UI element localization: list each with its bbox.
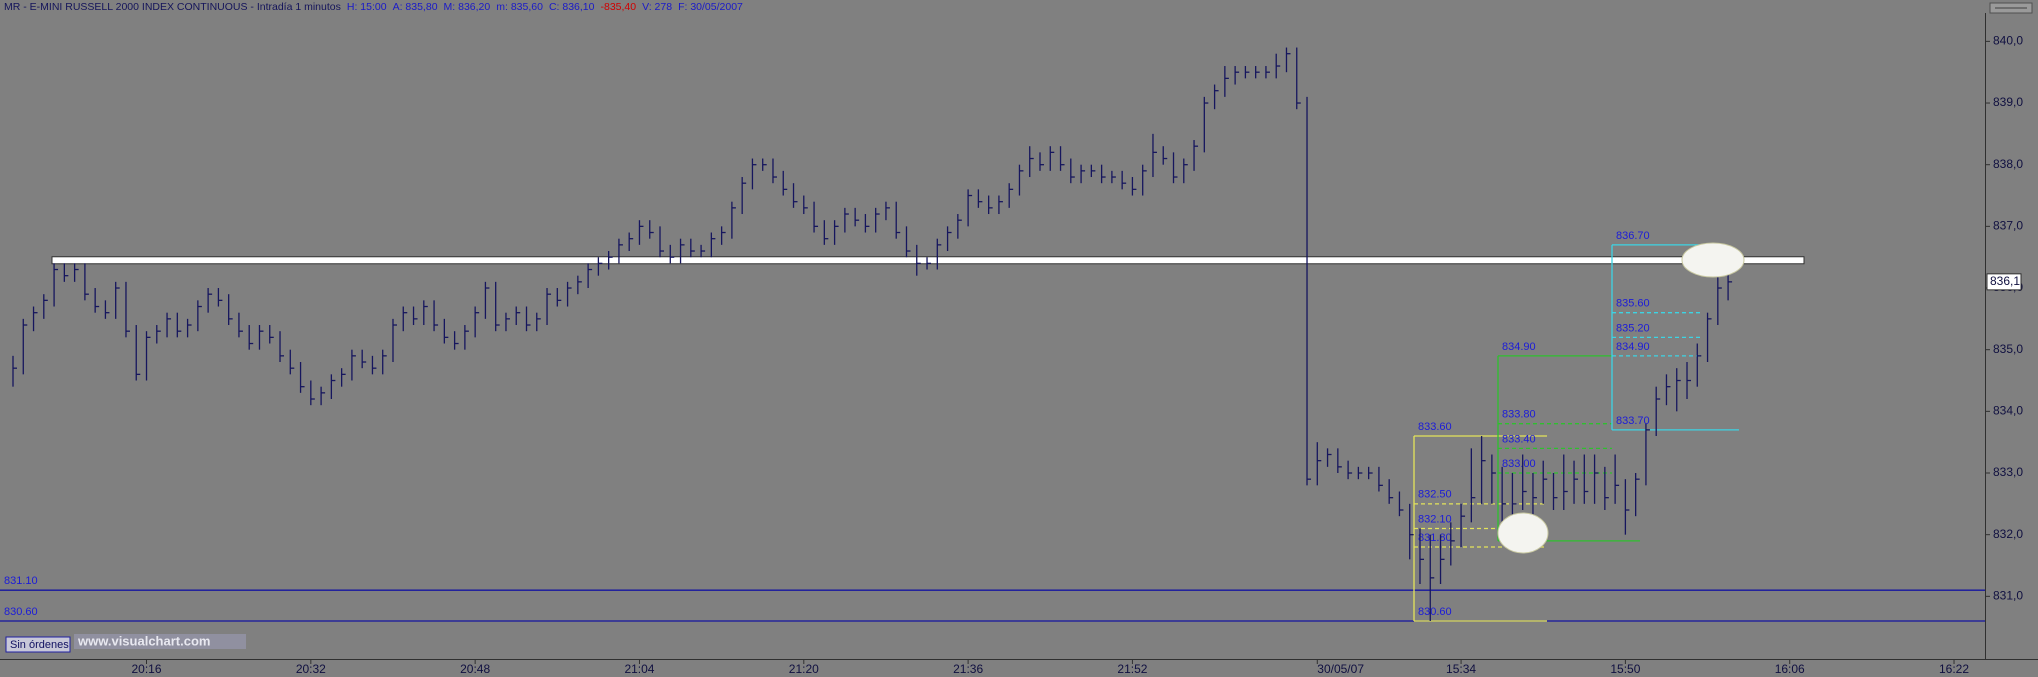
x-tick-label: 15:34: [1446, 662, 1476, 676]
fib-label: 835.60: [1616, 298, 1650, 310]
y-tick-label: 831,0: [1993, 589, 2023, 603]
y-tick-label: 835,0: [1993, 342, 2023, 356]
y-tick-label: 834,0: [1993, 404, 2023, 418]
fib-label: 836.70: [1616, 230, 1650, 242]
y-tick-label: 833,0: [1993, 465, 2023, 479]
x-tick-label: 16:06: [1775, 662, 1805, 676]
fib-label: 834.90: [1616, 341, 1650, 353]
fib-label: 833.70: [1616, 415, 1650, 427]
header-field: M: 836,20: [444, 1, 491, 13]
header-field: F: 30/05/2007: [678, 1, 743, 13]
level-label: 831.10: [4, 575, 38, 587]
fib-label: 833.00: [1502, 458, 1536, 470]
header-field: H: 15:00: [347, 1, 387, 13]
watermark: www.visualchart.com: [77, 633, 210, 648]
y-tick-label: 839,0: [1993, 95, 2023, 109]
plot-area: 831.10 830.60 833.60 832.50 832.10 831.80 830.…: [0, 47, 1985, 622]
x-tick-label: 20:16: [131, 662, 161, 676]
y-tick-label: 837,0: [1993, 219, 2023, 233]
fib-label: 833.60: [1418, 421, 1452, 433]
fib-label: 835.20: [1616, 322, 1650, 334]
fib-label: 832.10: [1418, 513, 1452, 525]
chart-header: MR - E-MINI RUSSELL 2000 INDEX CONTINUOU…: [4, 1, 743, 13]
last-price-label: 836,1: [1990, 274, 2020, 288]
header-field: m: 835,60: [496, 1, 543, 13]
y-tick-label: 838,0: [1993, 157, 2023, 171]
fib-label: 830.60: [1418, 606, 1452, 618]
fib-label: 833.80: [1502, 409, 1536, 421]
x-tick-label: 21:04: [624, 662, 654, 676]
fib-label: 832.50: [1418, 489, 1452, 501]
toolbar: Sin órdenes www.visualchart.com: [5, 633, 246, 653]
y-tick-label: 832,0: [1993, 527, 2023, 541]
x-tick-label: 20:32: [296, 662, 326, 676]
orders-button[interactable]: [5, 636, 71, 653]
watermark-bg: [74, 634, 246, 649]
x-tick-label: 16:22: [1939, 662, 1969, 676]
header-field: C: 836,10: [549, 1, 595, 13]
highlight-ellipses: [1497, 242, 1745, 554]
top-right-widget: [1989, 2, 2033, 14]
x-tick-label: 20:48: [460, 662, 490, 676]
x-tick-label: 21:52: [1117, 662, 1147, 676]
header-field: -835,40: [600, 1, 636, 13]
header-field: MR - E-MINI RUSSELL 2000 INDEX CONTINUOU…: [4, 1, 341, 13]
x-tick-label: 30/05/07: [1317, 662, 1364, 676]
x-tick-label: 15:50: [1610, 662, 1640, 676]
fib-label: 831.80: [1418, 532, 1452, 544]
header-field: A: 835,80: [393, 1, 438, 13]
level-label: 830.60: [4, 606, 38, 618]
orders-button-label: Sin órdenes: [10, 639, 69, 651]
fib-label: 833.40: [1502, 433, 1536, 445]
x-tick-label: 21:36: [953, 662, 983, 676]
header-field: V: 278: [642, 1, 672, 13]
x-tick-label: 21:20: [789, 662, 819, 676]
last-price-box: [1986, 273, 2022, 291]
y-tick-label: 840,0: [1993, 34, 2023, 48]
fib-label: 834.90: [1502, 341, 1536, 353]
